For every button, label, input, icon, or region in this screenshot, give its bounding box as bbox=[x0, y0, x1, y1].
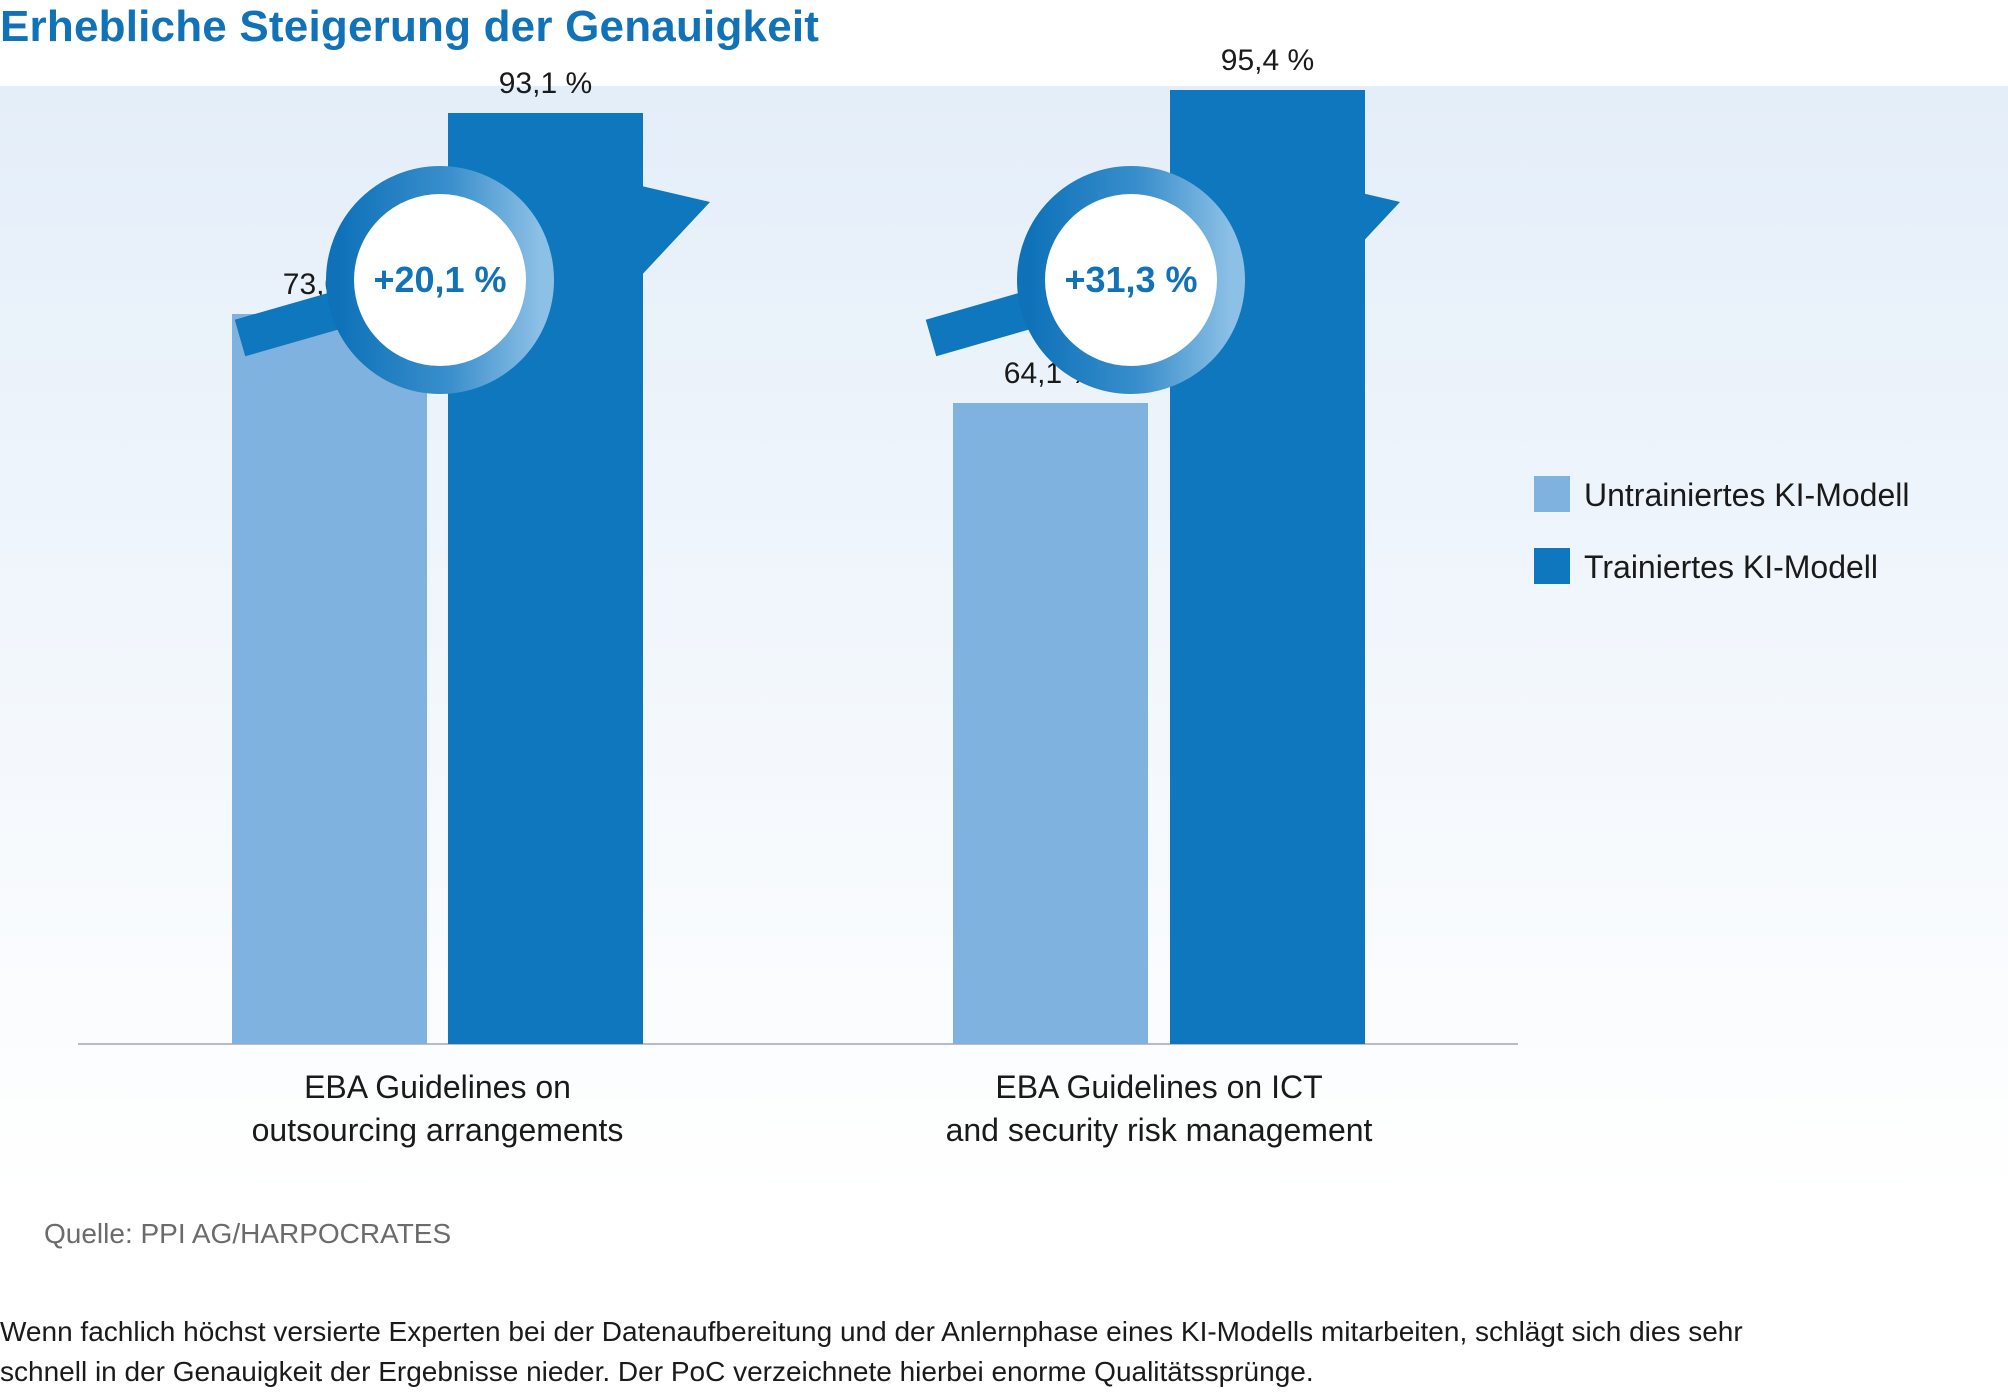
bar-untrained-2 bbox=[953, 403, 1148, 1044]
badge-ring bbox=[326, 166, 554, 394]
caption: Wenn fachlich höchst versierte Experten … bbox=[0, 1312, 1990, 1392]
legend-swatch-untrained bbox=[1534, 476, 1570, 512]
category-label: and security risk management bbox=[946, 1112, 1373, 1148]
arrow-up-right-icon bbox=[1280, 174, 1400, 294]
improvement-badge-1: +20,1 % bbox=[234, 166, 710, 394]
legend-swatch-trained bbox=[1534, 548, 1570, 584]
data-label: 93,1 % bbox=[499, 67, 592, 100]
source-note: Quelle: PPI AG/HARPOCRATES bbox=[44, 1218, 452, 1249]
category-label: EBA Guidelines on ICT bbox=[995, 1069, 1322, 1105]
bar-untrained-1 bbox=[232, 314, 427, 1044]
improvement-badge-2: +31,3 % bbox=[925, 166, 1400, 394]
caption-line-1: Wenn fachlich höchst versierte Experten … bbox=[0, 1316, 1743, 1347]
chart-title: Erhebliche Steigerung der Genauigkeit bbox=[0, 2, 820, 51]
caption-line-2: schnell in der Genauigkeit der Ergebniss… bbox=[0, 1356, 1314, 1387]
data-label: 95,4 % bbox=[1221, 44, 1314, 77]
improvement-label: +20,1 % bbox=[373, 259, 506, 300]
improvement-label: +31,3 % bbox=[1064, 259, 1197, 300]
category-label: outsourcing arrangements bbox=[252, 1112, 624, 1148]
badge-ring bbox=[1017, 166, 1245, 394]
legend-label: Trainiertes KI-Modell bbox=[1584, 549, 1878, 585]
arrow-up-right-icon bbox=[590, 174, 710, 294]
category-label: EBA Guidelines on bbox=[304, 1069, 571, 1105]
legend-label: Untrainiertes KI-Modell bbox=[1584, 477, 1909, 513]
